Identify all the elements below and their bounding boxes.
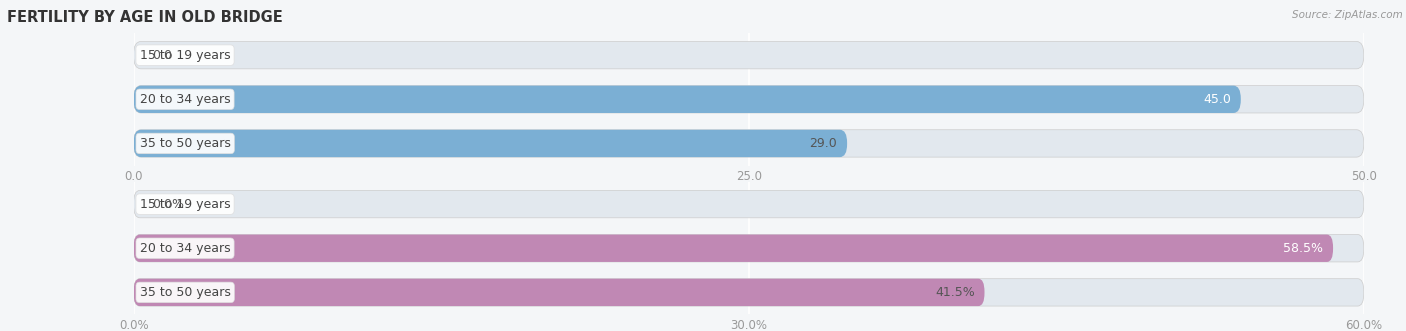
FancyBboxPatch shape — [134, 235, 1364, 262]
Text: 35 to 50 years: 35 to 50 years — [139, 137, 231, 150]
FancyBboxPatch shape — [134, 190, 1364, 218]
FancyBboxPatch shape — [134, 86, 1240, 113]
Text: 35 to 50 years: 35 to 50 years — [139, 286, 231, 299]
Text: 20 to 34 years: 20 to 34 years — [139, 93, 231, 106]
FancyBboxPatch shape — [134, 130, 1364, 157]
FancyBboxPatch shape — [134, 41, 1364, 69]
Text: 0.0: 0.0 — [152, 49, 172, 62]
Text: 58.5%: 58.5% — [1284, 242, 1323, 255]
Text: 15 to 19 years: 15 to 19 years — [139, 49, 231, 62]
Text: 15 to 19 years: 15 to 19 years — [139, 198, 231, 211]
Text: 29.0: 29.0 — [810, 137, 838, 150]
Text: 45.0: 45.0 — [1204, 93, 1232, 106]
Text: Source: ZipAtlas.com: Source: ZipAtlas.com — [1292, 10, 1403, 20]
FancyBboxPatch shape — [134, 279, 1364, 306]
FancyBboxPatch shape — [134, 130, 846, 157]
Text: FERTILITY BY AGE IN OLD BRIDGE: FERTILITY BY AGE IN OLD BRIDGE — [7, 10, 283, 25]
FancyBboxPatch shape — [134, 279, 984, 306]
Text: 41.5%: 41.5% — [935, 286, 974, 299]
Text: 0.0%: 0.0% — [152, 198, 184, 211]
FancyBboxPatch shape — [134, 235, 1333, 262]
FancyBboxPatch shape — [134, 86, 1364, 113]
Text: 20 to 34 years: 20 to 34 years — [139, 242, 231, 255]
